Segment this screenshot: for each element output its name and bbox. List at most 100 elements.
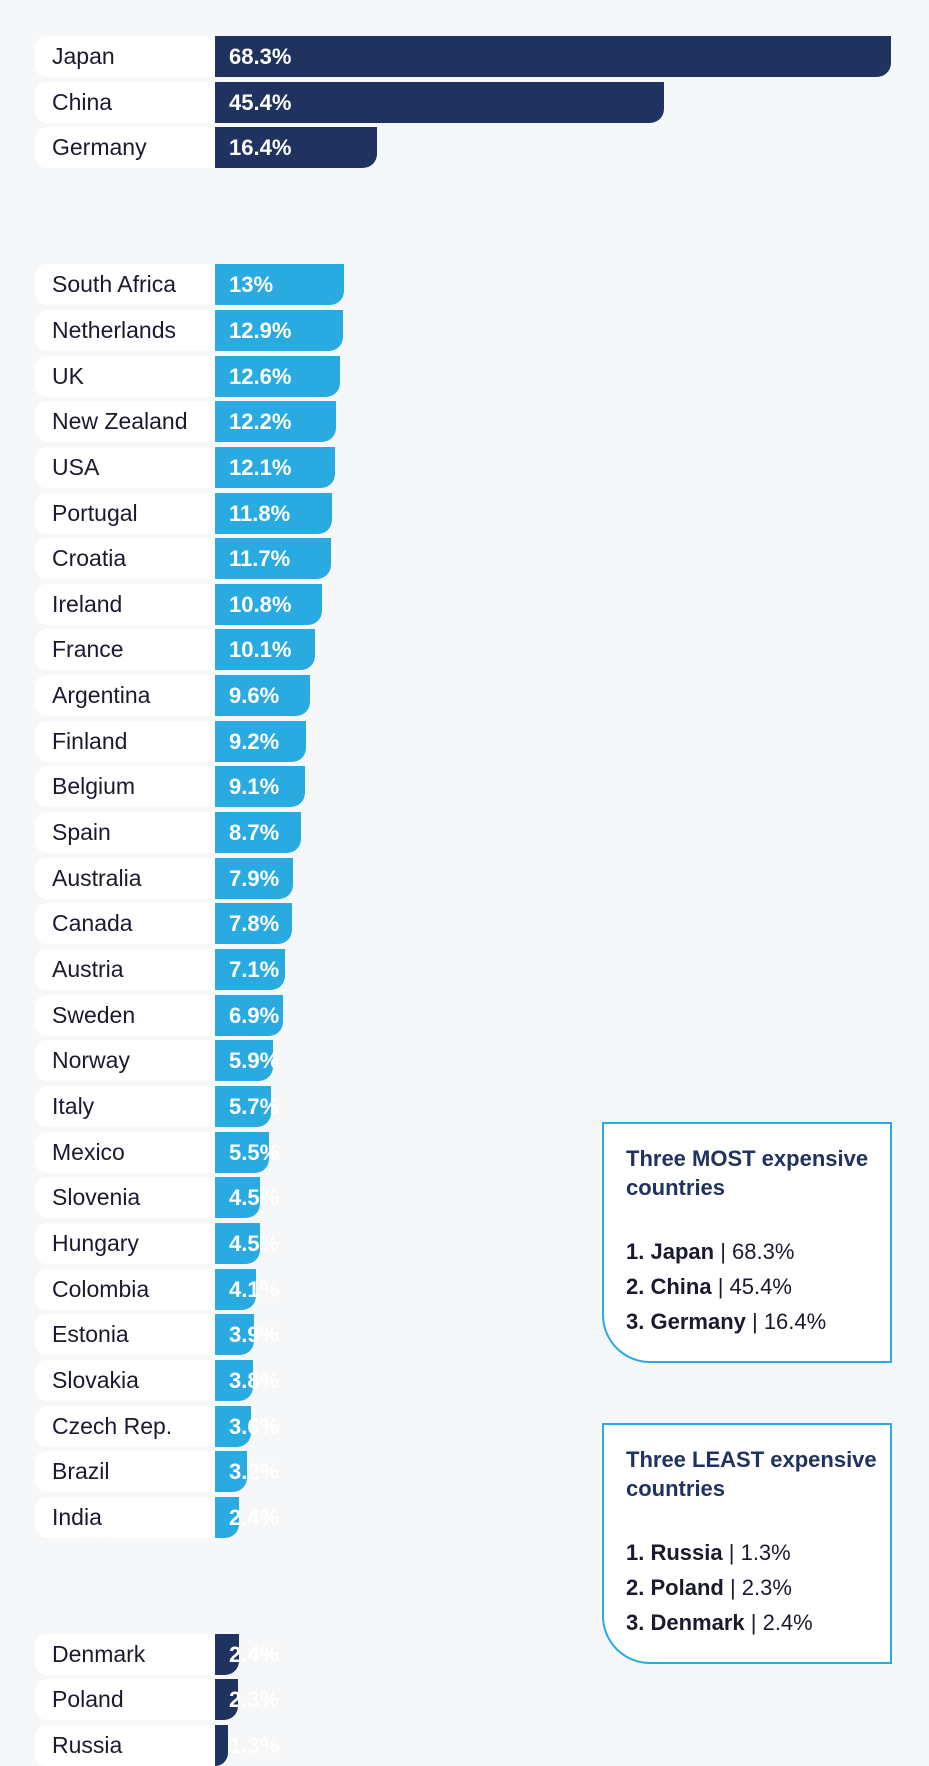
bar: 12.6% (215, 355, 340, 397)
country-value: | 45.4% (711, 1274, 792, 1299)
category-label-cell: UK (35, 355, 215, 397)
least-expensive-list: 1. Russia | 1.3% 2. Poland | 2.3% 3. Den… (626, 1535, 813, 1640)
bar-value-label: 3.8% (229, 1367, 280, 1393)
rank: 3. (626, 1610, 645, 1635)
category-label-cell: New Zealand (35, 401, 215, 443)
category-label: South Africa (52, 271, 177, 298)
most-expensive-card-title: Three MOST expensive countries (626, 1146, 869, 1200)
rank: 2. (626, 1575, 645, 1600)
category-label: New Zealand (52, 408, 188, 435)
category-label-cell: Estonia (35, 1314, 215, 1356)
bar: 4.5% (215, 1177, 279, 1219)
least-expensive-card: Three LEAST expensive countries 1. Russi… (602, 1423, 892, 1664)
category-label: Croatia (52, 545, 127, 572)
category-label: Ireland (52, 590, 123, 617)
country-value: | 2.3% (723, 1575, 792, 1600)
bar: 12.2% (215, 401, 336, 443)
card-list-item: 2. China | 45.4% (626, 1269, 826, 1304)
category-label: Mexico (52, 1138, 125, 1165)
bar-value-label: 7.9% (229, 865, 280, 891)
category-label-cell: France (35, 629, 215, 671)
category-label-cell: Austria (35, 949, 215, 990)
category-label: India (52, 1503, 102, 1530)
bar: 2.3% (215, 1679, 279, 1721)
category-label-cell: Czech Rep. (35, 1405, 215, 1447)
bar-value-label: 9.1% (229, 774, 280, 800)
category-label: Austria (52, 956, 124, 982)
bar-value-label: 5.9% (229, 1048, 280, 1074)
bar: 16.4% (215, 127, 378, 169)
bar-value-label: 12.9% (229, 317, 292, 343)
bar-value-label: 2.4% (229, 1504, 280, 1530)
card-list-item: 3. Denmark | 2.4% (626, 1605, 813, 1640)
bar-value-label: 2.4% (229, 1641, 280, 1667)
bar: 5.7% (215, 1086, 279, 1127)
country-value: | 2.4% (744, 1610, 813, 1635)
category-label: Slovenia (52, 1184, 141, 1211)
bar-value-label: 6.9% (229, 1002, 280, 1028)
bar-value-label: 2.3% (229, 1687, 280, 1713)
bar: 3.6% (215, 1405, 279, 1447)
category-label-cell: USA (35, 446, 215, 488)
category-label-cell: Belgium (35, 766, 215, 808)
category-label-cell: India (35, 1496, 215, 1538)
category-label-cell: Australia (35, 857, 215, 899)
bar-value-label: 1.3% (229, 1733, 280, 1758)
bar: 5.5% (215, 1131, 279, 1173)
category-label: Italy (52, 1093, 95, 1119)
category-label: UK (52, 362, 84, 389)
category-label: Denmark (52, 1640, 146, 1667)
country-value: | 1.3% (722, 1540, 791, 1565)
category-label: Norway (52, 1047, 130, 1074)
bar-value-label: 7.1% (229, 957, 280, 982)
country-name: Japan (650, 1239, 715, 1264)
category-label-cell: Colombia (35, 1268, 215, 1310)
country-name: Germany (650, 1309, 746, 1334)
category-label-cell: Mexico (35, 1131, 215, 1173)
category-label-cell: Canada (35, 903, 215, 945)
bar: 3.8% (215, 1359, 279, 1401)
card-list-item: 1. Russia | 1.3% (626, 1535, 813, 1570)
category-label: Belgium (52, 773, 136, 800)
bar: 9.6% (215, 675, 310, 717)
category-label-cell: Spain (35, 812, 215, 853)
bar: 1.3% (215, 1725, 279, 1766)
category-label: France (52, 636, 124, 663)
category-label: Germany (52, 134, 147, 161)
card-list-item: 3. Germany | 16.4% (626, 1304, 826, 1339)
bar: 7.9% (215, 857, 294, 899)
category-label-cell: Germany (35, 127, 215, 169)
least-expensive-card-title: Three LEAST expensive countries (626, 1447, 877, 1501)
bar-value-label: 3.9% (229, 1322, 280, 1348)
category-label: Colombia (52, 1275, 150, 1302)
category-label-cell: Slovenia (35, 1177, 215, 1219)
bar: 11.8% (215, 492, 332, 534)
bar-value-label: 12.1% (229, 454, 292, 480)
most-expensive-card: Three MOST expensive countries 1. Japan … (602, 1122, 892, 1363)
rank: 3. (626, 1309, 645, 1334)
bar-value-label: 10.1% (229, 637, 292, 663)
bar: 3.9% (215, 1314, 279, 1356)
bar: 12.9% (215, 309, 343, 351)
bar-value-label: 3.2% (229, 1459, 280, 1485)
bar: 9.2% (215, 720, 307, 762)
bar-value-label: 4.5% (229, 1230, 280, 1256)
bar-value-label: 9.6% (229, 683, 280, 709)
bar-value-label: 11.8% (229, 500, 291, 526)
card-list-item: 1. Japan | 68.3% (626, 1234, 826, 1269)
country-value: | 16.4% (745, 1309, 827, 1334)
country-name: Poland (650, 1575, 724, 1600)
bar: 6.9% (215, 994, 284, 1036)
bar-chart: Japan 68.3% China 45.4% Germany 16.4% South Af… (35, 36, 891, 1766)
bar-value-label: 8.7% (229, 820, 280, 845)
category-label-cell: Portugal (35, 492, 215, 534)
most-expensive-list: 1. Japan | 68.3% 2. China | 45.4% 3. Ger… (626, 1234, 826, 1339)
bar-value-label: 16.4% (229, 135, 292, 161)
category-label-cell: Ireland (35, 583, 215, 625)
category-label: Hungary (52, 1229, 139, 1256)
country-name: Russia (650, 1540, 723, 1565)
category-label-cell: Finland (35, 720, 215, 762)
category-label-cell: Russia (35, 1725, 215, 1766)
category-label: USA (52, 453, 100, 480)
category-label-cell: Sweden (35, 994, 215, 1036)
